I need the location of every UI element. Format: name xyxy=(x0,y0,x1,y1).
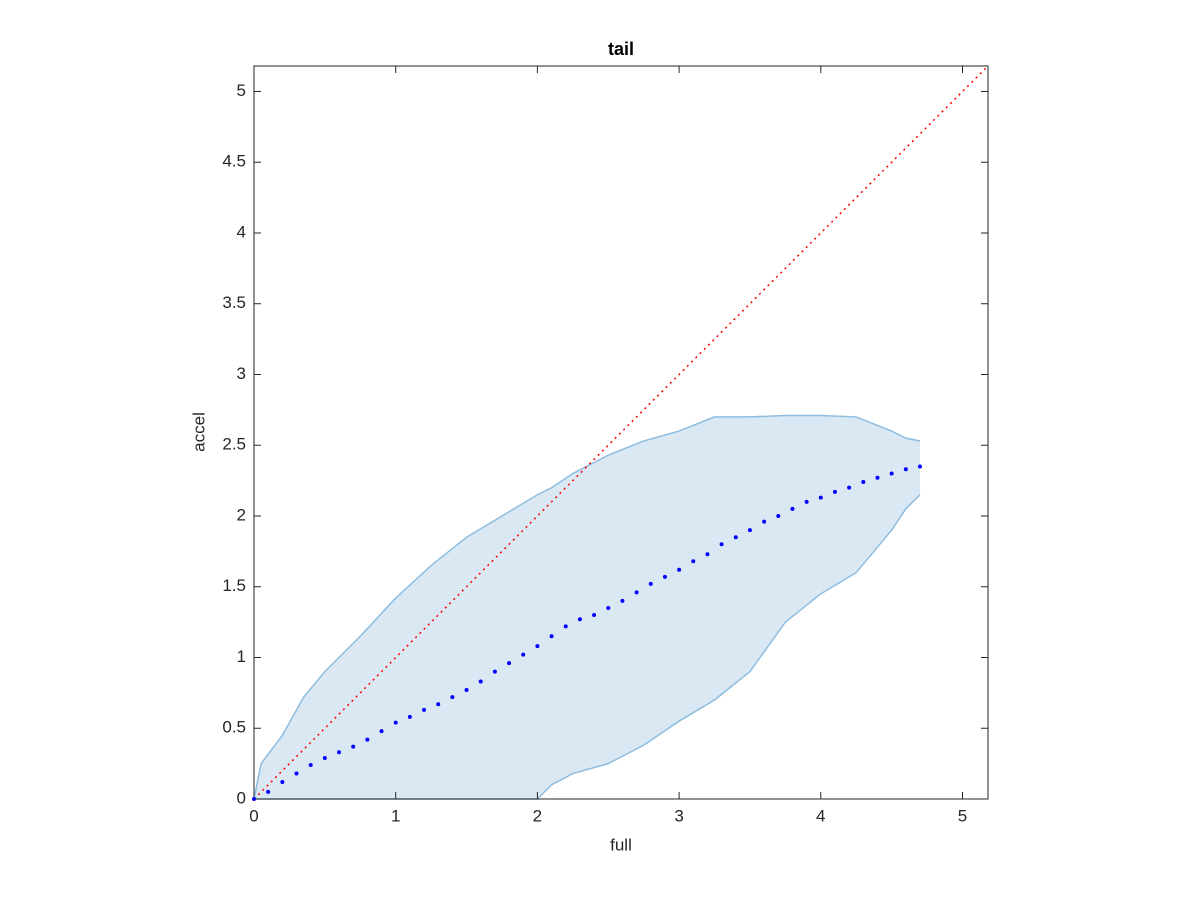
point xyxy=(521,652,526,657)
y-tick-label: 2 xyxy=(237,505,246,524)
point xyxy=(762,519,767,524)
x-tick-label: 4 xyxy=(816,806,825,825)
y-tick-label: 0.5 xyxy=(222,718,246,737)
point xyxy=(804,499,809,504)
point xyxy=(677,567,682,572)
point xyxy=(577,617,582,622)
point xyxy=(648,581,653,586)
point xyxy=(662,574,667,579)
point xyxy=(790,506,795,511)
point xyxy=(847,485,852,490)
point xyxy=(450,695,455,700)
point xyxy=(507,661,512,666)
point xyxy=(861,480,866,485)
point xyxy=(351,744,356,749)
x-tick-label: 1 xyxy=(391,806,400,825)
point xyxy=(365,737,370,742)
point xyxy=(492,669,497,674)
point xyxy=(903,467,908,472)
x-tick-label: 0 xyxy=(249,806,258,825)
x-axis-label: full xyxy=(610,835,632,854)
point xyxy=(733,535,738,540)
point xyxy=(393,720,398,725)
y-tick-label: 2.5 xyxy=(222,435,246,454)
reference-line xyxy=(253,65,989,800)
point xyxy=(280,780,285,785)
y-tick-label: 4 xyxy=(237,222,246,241)
chart-title: tail xyxy=(608,39,634,59)
band-edge xyxy=(253,414,921,800)
point xyxy=(549,634,554,639)
point xyxy=(747,528,752,533)
point xyxy=(592,613,597,618)
x-tick-label: 3 xyxy=(674,806,683,825)
point xyxy=(535,644,540,649)
point xyxy=(832,489,837,494)
point xyxy=(634,590,639,595)
point xyxy=(705,552,710,557)
point xyxy=(818,495,823,500)
point xyxy=(379,729,384,734)
point xyxy=(889,471,894,476)
y-tick-label: 5 xyxy=(237,81,246,100)
point xyxy=(719,542,724,547)
point xyxy=(337,750,342,755)
axes-box xyxy=(253,65,989,800)
point xyxy=(322,755,327,760)
point xyxy=(691,559,696,564)
point xyxy=(294,771,299,776)
y-tick-label: 0 xyxy=(237,788,246,807)
point xyxy=(407,714,412,719)
point xyxy=(252,797,256,801)
y-tick-label: 1.5 xyxy=(222,576,246,595)
y-tick-label: 3.5 xyxy=(222,293,246,312)
point xyxy=(606,605,611,610)
y-axis-label: accel xyxy=(189,412,208,452)
point xyxy=(917,464,922,469)
point xyxy=(464,688,469,693)
point xyxy=(875,475,880,480)
y-tick-label: 1 xyxy=(237,647,246,666)
point xyxy=(308,763,313,768)
point xyxy=(563,624,568,629)
point xyxy=(266,789,271,794)
y-tick-label: 4.5 xyxy=(222,152,246,171)
point xyxy=(776,513,781,518)
point xyxy=(620,598,625,603)
band-area xyxy=(254,415,920,799)
point xyxy=(422,707,427,712)
y-tick-label: 3 xyxy=(237,364,246,383)
x-tick-label: 2 xyxy=(533,806,542,825)
point xyxy=(436,702,441,707)
x-tick-label: 5 xyxy=(958,806,967,825)
point xyxy=(478,679,483,684)
